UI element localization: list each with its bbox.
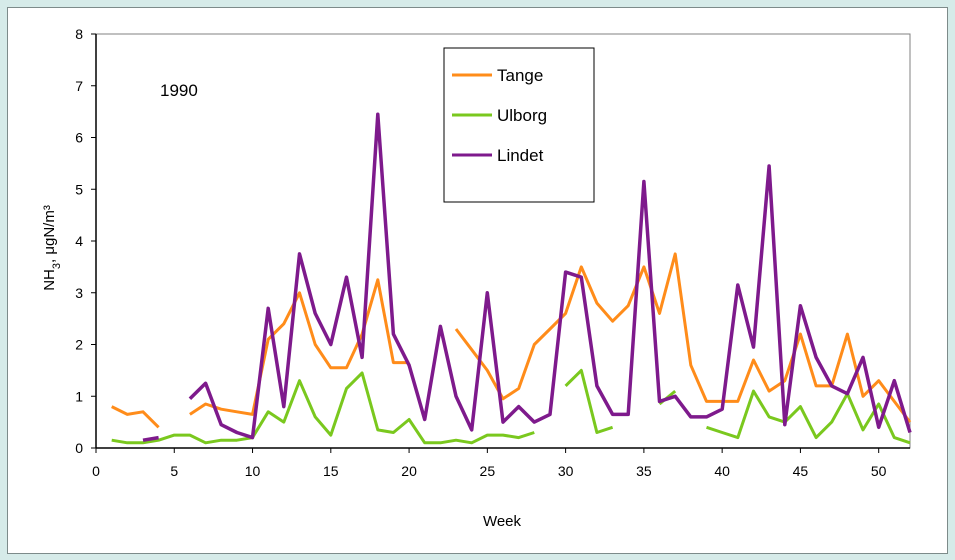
- y-tick-label: 8: [75, 26, 83, 42]
- x-tick-label: 35: [636, 463, 652, 479]
- year-annotation: 1990: [160, 81, 198, 100]
- x-tick-label: 40: [714, 463, 730, 479]
- y-tick-label: 5: [75, 181, 83, 197]
- series-line-tange: [189, 278, 410, 416]
- x-tick-label: 15: [323, 463, 339, 479]
- x-axis-title: Week: [483, 513, 522, 530]
- series-line-ulborg: [564, 368, 614, 434]
- x-tick-label: 50: [871, 463, 887, 479]
- x-tick-label: 5: [170, 463, 178, 479]
- series-lindet: [142, 112, 912, 442]
- legend: Tange Ulborg Lindet: [443, 47, 595, 203]
- y-axis-title-units: , μgN/m³: [41, 205, 58, 263]
- x-tick-label: 0: [92, 463, 100, 479]
- legend-label-ulborg: Ulborg: [497, 106, 547, 125]
- chart-frame: 0 1 2 3 4 5 6 7 8 0 5 10 15 20 25 30 35 40 45 50 1990 Tange…: [7, 7, 948, 554]
- series-line-lindet: [188, 112, 912, 440]
- y-tick-label: 0: [75, 440, 83, 456]
- series-line-ulborg: [111, 371, 535, 445]
- x-tick-label: 45: [793, 463, 809, 479]
- series-line-lindet: [142, 435, 159, 442]
- series-line-tange: [454, 252, 912, 424]
- y-tick-label: 4: [75, 233, 83, 249]
- y-tick-label: 6: [75, 130, 83, 146]
- legend-label-tange: Tange: [497, 66, 543, 85]
- y-tick-label: 3: [75, 285, 83, 301]
- x-tick-label: 20: [401, 463, 417, 479]
- y-axis-title-subscript: 3: [51, 263, 63, 269]
- x-tick-label: 25: [480, 463, 496, 479]
- series-line-tange: [111, 405, 160, 429]
- y-axis-title: NH3, μgN/m³: [41, 205, 63, 291]
- series-tange: [111, 252, 912, 429]
- x-tick-label: 10: [245, 463, 261, 479]
- legend-label-lindet: Lindet: [497, 146, 544, 165]
- y-tick-label: 7: [75, 78, 83, 94]
- series-layer: [111, 112, 912, 445]
- y-tick-label: 1: [75, 388, 83, 404]
- x-tick-label: 30: [558, 463, 574, 479]
- y-axis-title-main: NH: [41, 269, 58, 291]
- y-tick-label: 2: [75, 337, 83, 353]
